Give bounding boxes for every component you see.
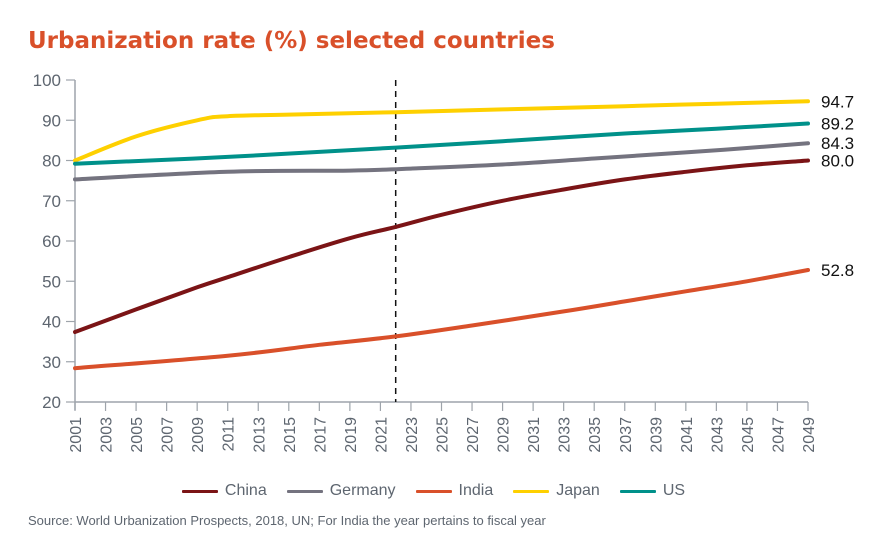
legend-label: Germany xyxy=(329,482,396,499)
legend-item-us: US xyxy=(619,482,686,500)
legend-swatch xyxy=(415,489,452,493)
end-label-china: 80.0 xyxy=(821,152,854,171)
series-line-india xyxy=(73,268,810,371)
x-tick-label: 2027 xyxy=(465,417,482,453)
x-tick-label: 2035 xyxy=(587,417,604,453)
x-tick-label: 2029 xyxy=(496,417,513,453)
x-tick-label: 2019 xyxy=(343,417,360,453)
y-tick-label: 20 xyxy=(42,393,61,412)
x-tick-label: 2017 xyxy=(312,417,329,453)
end-label-japan: 94.7 xyxy=(821,92,854,111)
x-tick-label: 2009 xyxy=(190,417,207,453)
legend-swatch xyxy=(513,489,550,493)
x-tick-label: 2033 xyxy=(557,417,574,453)
x-tick-label: 2003 xyxy=(99,417,116,453)
series-group xyxy=(73,99,810,371)
source-note: Source: World Urbanization Prospects, 20… xyxy=(28,513,546,528)
x-tick-label: 2023 xyxy=(404,417,421,453)
x-tick-label: 2049 xyxy=(801,417,818,453)
legend-swatch xyxy=(286,489,323,493)
legend-label: Japan xyxy=(556,482,600,499)
x-tick-label: 2015 xyxy=(282,417,299,453)
x-tick-label: 2005 xyxy=(129,417,146,453)
legend-label: US xyxy=(662,482,686,499)
x-tick-label: 2039 xyxy=(648,417,665,453)
end-label-india: 52.8 xyxy=(821,261,854,280)
series-line-germany xyxy=(73,141,810,182)
x-tick-label: 2013 xyxy=(251,417,268,453)
end-label-us: 89.2 xyxy=(821,114,854,133)
legend-item-germany: Germany xyxy=(286,482,396,500)
legend-swatch xyxy=(181,489,218,493)
y-tick-label: 100 xyxy=(33,71,61,90)
x-tick-label: 2043 xyxy=(709,417,726,453)
y-tick-label: 50 xyxy=(42,272,61,291)
legend-item-china: China xyxy=(181,482,267,500)
end-labels-group: 80.084.3 52.8 94.7 89.2 xyxy=(821,92,854,280)
legend-label: China xyxy=(224,482,267,499)
y-tick-label: 60 xyxy=(42,232,61,251)
y-tick-label: 70 xyxy=(42,192,61,211)
series-line-us xyxy=(73,121,810,166)
axes: 20 30 40 50 60 70 80 90 100 2001 2003 2005 2007 2009 2… xyxy=(33,71,818,453)
series-line-china xyxy=(73,158,810,334)
legend-item-india: India xyxy=(415,482,494,500)
y-tick-label: 80 xyxy=(42,152,61,171)
series-line-japan xyxy=(73,99,810,163)
y-tick-label: 30 xyxy=(42,353,61,372)
end-label-germany: 84.3 xyxy=(821,134,854,153)
x-tick-label: 2041 xyxy=(679,417,696,453)
legend-item-japan: Japan xyxy=(513,482,600,500)
legend: China Germany India Japan US xyxy=(0,482,887,500)
x-tick-label: 2025 xyxy=(435,417,452,453)
x-tick-label: 2047 xyxy=(770,417,787,453)
legend-swatch xyxy=(619,489,656,493)
x-tick-label: 2011 xyxy=(221,417,238,452)
x-tick-label: 2021 xyxy=(373,417,390,453)
chart-title: Urbanization rate (%) selected countries xyxy=(28,28,555,54)
x-tick-label: 2007 xyxy=(160,417,177,453)
x-tick-label: 2001 xyxy=(68,417,85,453)
y-tick-label: 90 xyxy=(42,111,61,130)
x-tick-label: 2031 xyxy=(526,417,543,453)
y-tick-label: 40 xyxy=(42,313,61,332)
x-tick-label: 2037 xyxy=(618,417,635,453)
x-tick-label: 2045 xyxy=(740,417,757,453)
legend-label: India xyxy=(458,482,494,499)
